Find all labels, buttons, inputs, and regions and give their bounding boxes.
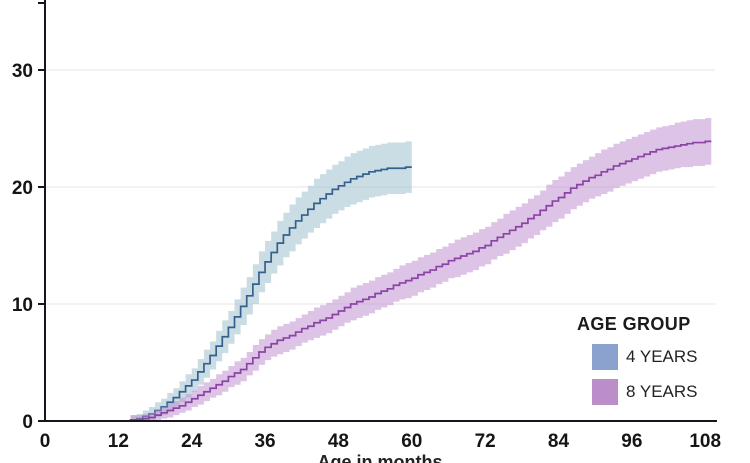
y-tick-label-0: 0: [22, 412, 33, 433]
legend-swatch-8-years-icon: [592, 379, 618, 405]
x-tick-label-60: 60: [401, 431, 422, 452]
x-axis-title: Age in months: [317, 452, 443, 463]
step-line-8-years: [45, 140, 712, 422]
y-tick-label-20: 20: [12, 178, 33, 199]
legend-label-8-years: 8 YEARS: [626, 382, 698, 401]
x-tick-label-24: 24: [181, 431, 203, 452]
x-tick-label-48: 48: [328, 431, 349, 452]
legend-swatch-4-years-icon: [592, 344, 618, 370]
x-tick-label-96: 96: [621, 431, 642, 452]
legend-title: AGE GROUP: [577, 314, 691, 334]
x-tick-label-84: 84: [548, 431, 570, 452]
legend-label-4-years: 4 YEARS: [626, 347, 698, 366]
legend-item-4-years: 4 YEARS: [592, 344, 698, 370]
confidence-band-4-years: [124, 141, 412, 421]
legend-item-8-years: 8 YEARS: [592, 379, 698, 405]
chart-legend: AGE GROUP 4 YEARS 8 YEARS: [577, 314, 698, 405]
y-tick-label-10: 10: [12, 295, 33, 316]
x-tick-label-0: 0: [40, 431, 51, 452]
x-tick-label-36: 36: [254, 431, 275, 452]
x-tick-label-12: 12: [108, 431, 129, 452]
y-tick-label-30: 30: [12, 61, 33, 82]
x-tick-label-72: 72: [475, 431, 496, 452]
x-tick-label-108: 108: [689, 431, 721, 452]
